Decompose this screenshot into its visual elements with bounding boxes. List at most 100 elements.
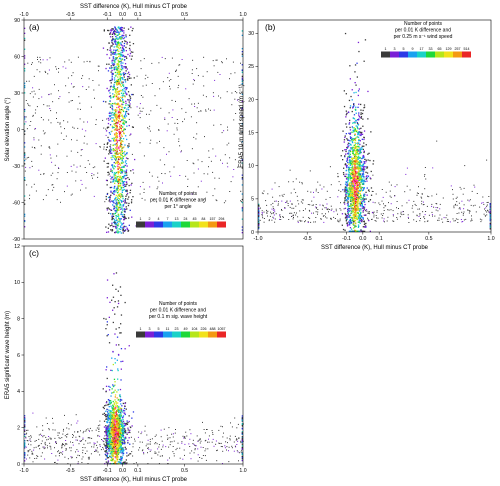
heatmap-cell xyxy=(114,460,116,462)
heatmap-cell xyxy=(301,182,303,184)
heatmap-cell xyxy=(359,131,361,133)
heatmap-cell xyxy=(70,165,72,167)
heatmap-cell xyxy=(487,201,489,203)
heatmap-cell xyxy=(356,205,358,207)
x-tick-label: 1.0 xyxy=(239,12,246,18)
heatmap-cell xyxy=(112,93,114,95)
heatmap-cell xyxy=(85,187,87,189)
heatmap-cell xyxy=(111,357,113,359)
heatmap-cell xyxy=(350,221,352,223)
heatmap-cell xyxy=(358,118,360,120)
heatmap-cell xyxy=(423,216,425,218)
heatmap-cell xyxy=(110,186,113,189)
heatmap-cell xyxy=(119,53,121,55)
heatmap-cell xyxy=(113,208,115,210)
heatmap-cell xyxy=(469,211,471,212)
heatmap-cell xyxy=(178,84,180,86)
heatmap-cell xyxy=(117,60,120,62)
heatmap-cell xyxy=(121,54,124,57)
heatmap-cell xyxy=(32,96,34,98)
heatmap-cell xyxy=(357,167,359,169)
heatmap-cell xyxy=(120,171,122,173)
heatmap-cell xyxy=(33,183,35,185)
heatmap-cell xyxy=(112,400,114,403)
heatmap-cell xyxy=(301,199,303,201)
heatmap-cell xyxy=(124,446,126,448)
heatmap-cell xyxy=(359,202,361,204)
heatmap-cell xyxy=(351,185,353,187)
heatmap-cell xyxy=(121,30,124,32)
heatmap-cell xyxy=(348,213,350,216)
heatmap-cell xyxy=(52,189,54,191)
heatmap-cell xyxy=(347,198,350,200)
heatmap-cell xyxy=(352,195,355,198)
heatmap-cell xyxy=(355,230,357,232)
heatmap-cell xyxy=(109,88,111,90)
heatmap-cell xyxy=(234,72,236,74)
heatmap-cell xyxy=(123,32,125,34)
heatmap-cell xyxy=(363,163,365,165)
heatmap-cell xyxy=(119,188,122,190)
heatmap-cell xyxy=(271,188,273,190)
heatmap-cell xyxy=(349,214,352,216)
heatmap-cell xyxy=(32,114,34,116)
heatmap-cell xyxy=(164,117,166,119)
heatmap-cell xyxy=(353,224,355,226)
heatmap-cell xyxy=(123,129,125,131)
heatmap-cell xyxy=(325,213,326,215)
heatmap-cell xyxy=(118,90,120,93)
heatmap-cell xyxy=(110,115,112,117)
heatmap-cell xyxy=(40,153,42,155)
heatmap-cell xyxy=(102,406,104,408)
heatmap-cell xyxy=(126,68,128,70)
heatmap-cell xyxy=(24,220,26,222)
heatmap-cell xyxy=(331,218,332,220)
heatmap-cell xyxy=(369,177,371,179)
heatmap-cell xyxy=(347,142,350,144)
heatmap-cell xyxy=(363,201,366,203)
heatmap-cell xyxy=(357,163,359,165)
heatmap-cell xyxy=(115,37,118,39)
heatmap-cell xyxy=(81,183,83,185)
heatmap-cell xyxy=(118,71,120,73)
heatmap-cell xyxy=(119,123,121,126)
heatmap-cell xyxy=(122,130,124,132)
heatmap-cell xyxy=(317,181,319,183)
heatmap-cell xyxy=(365,166,367,168)
heatmap-cell xyxy=(470,204,472,206)
heatmap-cell xyxy=(355,151,357,153)
heatmap-cell xyxy=(355,211,357,213)
heatmap-cell xyxy=(353,159,355,162)
heatmap-cell xyxy=(356,171,358,173)
heatmap-cell xyxy=(117,221,119,223)
heatmap-cell xyxy=(357,94,359,97)
heatmap-cell xyxy=(357,215,359,217)
heatmap-cell xyxy=(171,117,173,118)
heatmap-cell xyxy=(113,39,115,41)
heatmap-cell xyxy=(121,424,123,426)
heatmap-cell xyxy=(360,209,362,211)
heatmap-cell xyxy=(162,81,164,83)
heatmap-cell xyxy=(362,218,364,220)
heatmap-cell xyxy=(470,220,472,222)
heatmap-cell xyxy=(361,138,363,140)
heatmap-cell xyxy=(347,180,349,182)
heatmap-cell xyxy=(26,128,28,130)
heatmap-cell xyxy=(293,207,295,209)
heatmap-cell xyxy=(362,148,364,151)
heatmap-cell xyxy=(119,221,121,223)
heatmap-cell xyxy=(129,103,131,105)
heatmap-cell xyxy=(112,89,114,91)
heatmap-cell xyxy=(119,396,122,398)
heatmap-cell xyxy=(121,162,123,164)
heatmap-cell xyxy=(116,446,118,448)
heatmap-cell xyxy=(465,218,467,220)
heatmap-cell xyxy=(208,108,209,110)
heatmap-cell xyxy=(116,63,118,65)
heatmap-cell xyxy=(114,71,117,74)
heatmap-cell xyxy=(121,29,123,31)
heatmap-cell xyxy=(24,32,26,34)
heatmap-cell xyxy=(241,64,243,66)
heatmap-cell xyxy=(56,68,57,70)
heatmap-cell xyxy=(33,90,35,92)
